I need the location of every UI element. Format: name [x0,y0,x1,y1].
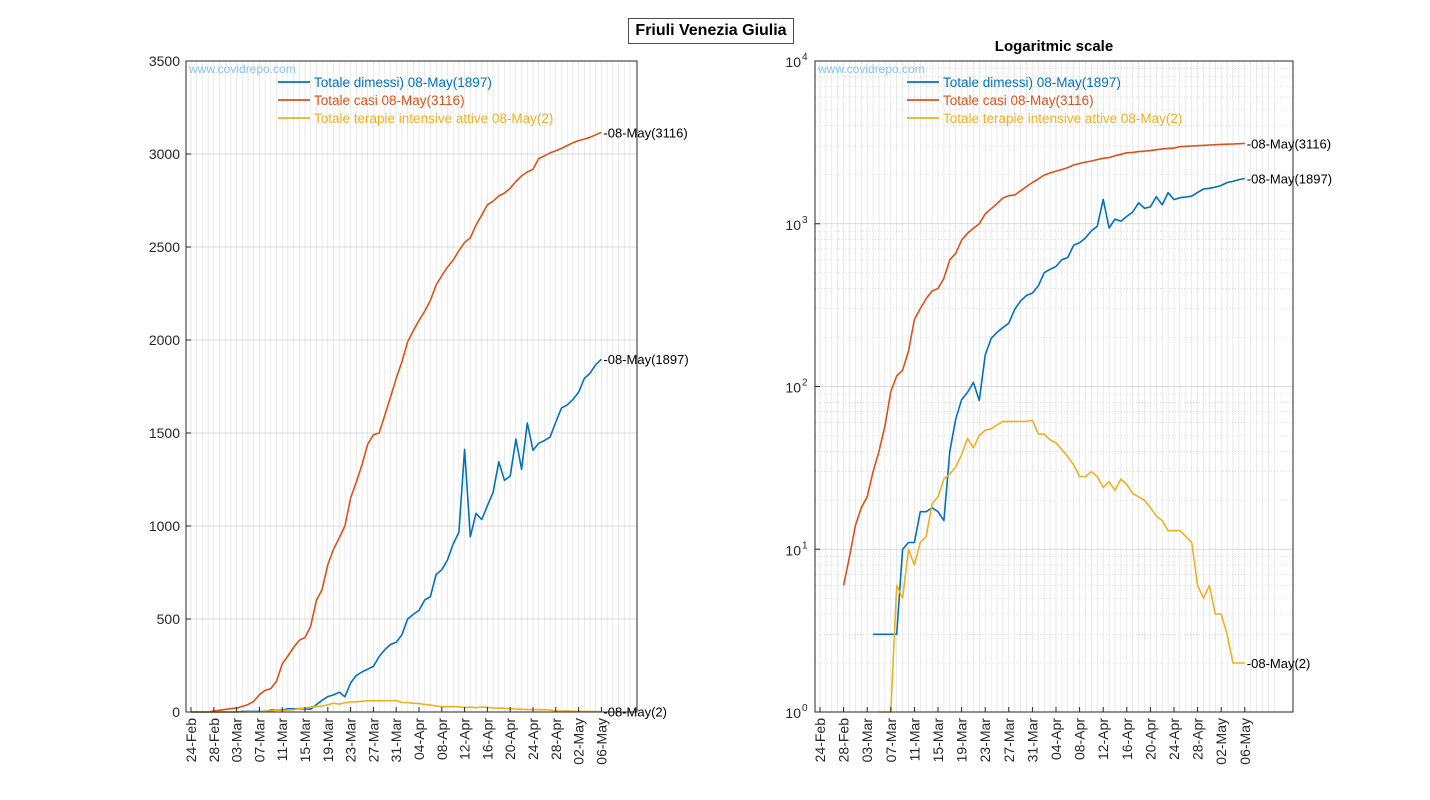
log-ytick-label: 10 [785,542,801,558]
log-ytick-exponent: 3 [802,215,808,226]
log-xtick-label: 28-Apr [1190,718,1206,760]
linear-xtick-label: 31-Mar [388,718,404,763]
log-end-labels: -08-May(1897) -08-May(3116) -08-May(2) [1247,136,1332,671]
linear-xtick-label: 12-Apr [457,718,473,760]
linear-xtick-label: 02-May [571,718,587,765]
log-xtick-label: 24-Feb [812,718,828,763]
log-xtick-label: 19-Mar [954,718,970,763]
end-label-casi: -08-May(3116) [1247,136,1331,151]
log-xtick-label: 28-Feb [836,718,852,763]
legend-label-terapie: Totale terapie intensive attive 08-May(2… [943,111,1182,126]
linear-xtick-label: 20-Apr [502,718,518,760]
log-xtick-label: 20-Apr [1142,718,1158,760]
log-legend: Totale dimessi) 08-May(1897) Totale casi … [907,75,1182,126]
linear-xtick-label: 08-Apr [434,718,450,760]
linear-xtick-label: 27-Mar [365,718,381,763]
log-xtick-label: 31-Mar [1024,718,1040,763]
linear-line-casi [191,131,602,713]
log-xtick-label: 04-Apr [1048,718,1064,760]
linear-ytick-label: 1000 [149,518,180,534]
log-ytick-label: 10 [785,705,801,721]
log-series [842,142,1245,713]
legend-label-casi: Totale casi 08-May(3116) [314,93,465,108]
log-line-terapie [879,419,1245,713]
log-ytick-label: 10 [785,380,801,396]
log-chart-title: Logaritmic scale [995,38,1113,55]
linear-xtick-label: 11-Mar [274,718,290,762]
linear-ytick-label: 2000 [149,332,180,348]
end-label-casi: -08-May(3116) [603,125,687,140]
log-xtick-label: 27-Mar [1001,718,1017,763]
log-xtick-label: 12-Apr [1095,718,1111,760]
linear-xtick-label: 28-Apr [548,718,564,760]
log-xtick-label: 08-Apr [1072,718,1088,760]
linear-xtick-label: 28-Feb [206,718,222,763]
linear-xtick-label: 23-Mar [343,718,359,763]
log-xtick-label: 07-Mar [883,718,899,763]
end-label-terapie: -08-May(2) [603,705,667,720]
linear-grid [186,60,637,713]
linear-ytick-label: 500 [157,611,181,627]
end-label-dimessi: -08-May(1897) [1247,171,1332,186]
linear-axes-box [185,60,638,713]
log-xtick-label: 06-May [1237,718,1253,765]
log-ytick-exponent: 0 [802,703,808,714]
log-xtick-label: 03-Mar [859,718,875,763]
linear-ytick-label: 1500 [149,425,180,441]
linear-xtick-label: 15-Mar [297,718,313,763]
linear-xtick-label: 24-Feb [183,718,199,763]
legend-label-dimessi: Totale dimessi) 08-May(1897) [943,75,1121,90]
figure-title: Friuli Venezia Giulia [628,18,794,44]
linear-y-ticks: 0 500 1000 1500 2000 2500 3000 3500 [149,53,191,720]
linear-legend: Totale dimessi) 08-May(1897) Totale casi … [278,75,553,126]
linear-end-labels: -08-May(1897) -08-May(3116) -08-May(2) [603,125,688,719]
log-watermark: www.covidrepo.com [817,62,925,76]
linear-xtick-label: 06-May [593,718,609,765]
log-ytick-label: 10 [785,217,801,233]
linear-ytick-label: 2500 [149,239,180,255]
log-xtick-label: 23-Mar [977,718,993,763]
log-ytick-exponent: 1 [802,540,808,551]
legend-label-casi: Totale casi 08-May(3116) [943,93,1094,108]
log-xtick-label: 02-May [1213,718,1229,765]
linear-xtick-label: 03-Mar [229,718,245,763]
log-line-dimessi [873,177,1245,636]
linear-ytick-label: 3000 [149,146,180,162]
log-xtick-label: 11-Mar [906,718,922,762]
linear-ytick-label: 0 [172,704,180,720]
legend-label-terapie: Totale terapie intensive attive 08-May(2… [314,111,553,126]
log-ytick-exponent: 4 [802,52,808,63]
linear-xtick-label: 16-Apr [479,718,495,760]
linear-xtick-label: 04-Apr [411,718,427,760]
linear-xtick-label: 07-Mar [251,718,267,763]
linear-watermark: www.covidrepo.com [188,62,296,76]
linear-x-ticks: 24-Feb 28-Feb 03-Mar 07-Mar 11-Mar 15-Mar 19-M… [183,707,609,765]
linear-xtick-label: 19-Mar [320,718,336,763]
linear-xtick-label: 24-Apr [525,718,541,760]
log-xtick-label: 15-Mar [930,718,946,763]
log-ytick-exponent: 2 [802,378,808,389]
linear-ytick-label: 3500 [149,53,180,69]
linear-plot-area [186,61,637,712]
log-line-casi [842,142,1245,586]
log-ytick-label: 10 [785,54,801,70]
legend-label-dimessi: Totale dimessi) 08-May(1897) [314,75,492,90]
end-label-terapie: -08-May(2) [1247,656,1311,671]
log-xtick-label: 24-Apr [1166,718,1182,760]
log-x-ticks: 24-Feb 28-Feb 03-Mar 07-Mar 11-Mar 15-Mar 19-M… [812,707,1253,765]
linear-axes: 0 500 1000 1500 2000 2500 3000 3500 24-Feb 28-Fe… [149,53,689,765]
end-label-dimessi: -08-May(1897) [603,352,688,367]
log-xtick-label: 16-Apr [1119,718,1135,760]
